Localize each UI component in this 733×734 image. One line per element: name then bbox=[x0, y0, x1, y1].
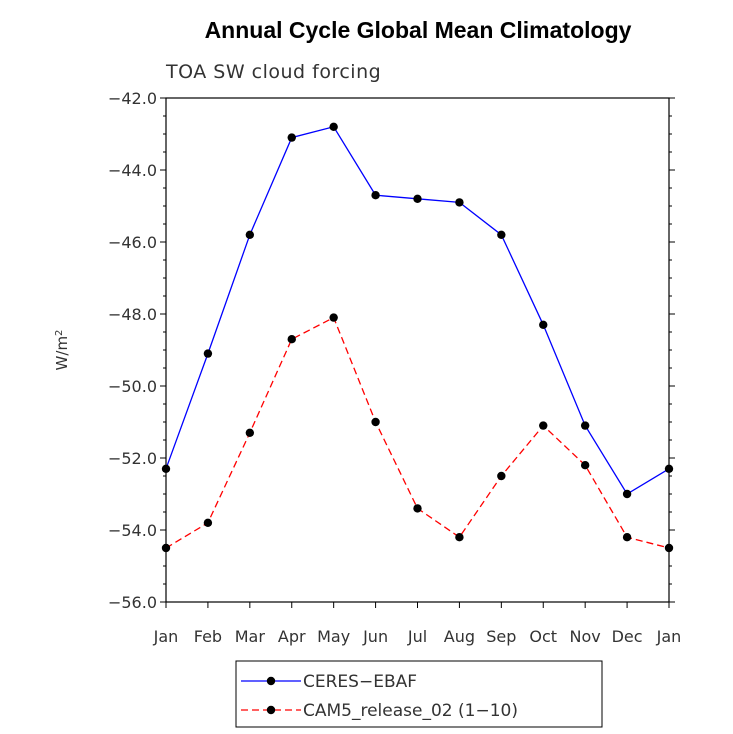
data-point bbox=[329, 313, 338, 322]
data-point bbox=[287, 335, 296, 344]
data-point bbox=[664, 464, 674, 473]
data-point bbox=[580, 421, 590, 430]
x-tick-label: Aug bbox=[444, 627, 475, 646]
y-tick-label: −56.0 bbox=[108, 593, 157, 612]
y-axis-label-sup: 2 bbox=[54, 330, 65, 336]
y-axis-label-base: W/m bbox=[53, 336, 71, 371]
legend-marker bbox=[266, 676, 276, 686]
x-tick-label: Jun bbox=[362, 627, 388, 646]
x-tick-label: Mar bbox=[235, 627, 266, 646]
x-tick-label: Oct bbox=[529, 627, 557, 646]
data-point bbox=[497, 471, 506, 481]
legend: CERES−EBAF CAM5_release_02 (1−10) bbox=[235, 660, 603, 728]
data-point bbox=[497, 230, 506, 239]
data-point bbox=[664, 543, 674, 553]
plot-frame bbox=[165, 97, 670, 603]
data-point bbox=[539, 320, 548, 329]
x-tick-label: May bbox=[317, 627, 350, 646]
data-point bbox=[539, 421, 548, 430]
data-point bbox=[371, 417, 380, 427]
series-line bbox=[165, 316, 670, 549]
y-tick-label: −52.0 bbox=[108, 449, 157, 468]
x-tick-label: Apr bbox=[278, 627, 306, 646]
legend-box bbox=[235, 660, 603, 728]
data-point bbox=[287, 133, 296, 142]
y-tick-label: −42.0 bbox=[108, 89, 157, 108]
x-tick-label: Feb bbox=[194, 627, 222, 646]
data-point bbox=[413, 194, 422, 203]
data-point bbox=[455, 533, 464, 542]
x-tick-label: Jan bbox=[656, 627, 682, 646]
x-tick-label: Jan bbox=[153, 627, 179, 646]
series-1 bbox=[161, 122, 674, 499]
legend-marker bbox=[266, 705, 276, 715]
x-tick-label: Nov bbox=[570, 627, 601, 646]
data-point bbox=[413, 504, 422, 513]
data-point bbox=[371, 191, 380, 200]
legend-label: CAM5_release_02 (1−10) bbox=[303, 701, 518, 721]
data-point bbox=[161, 464, 171, 473]
data-point bbox=[161, 543, 171, 553]
x-tick-label: Jul bbox=[407, 627, 427, 646]
series-layer bbox=[161, 122, 674, 553]
data-point bbox=[245, 230, 255, 239]
data-point bbox=[245, 428, 255, 437]
y-tick-label: −44.0 bbox=[108, 161, 157, 180]
x-tick-label: Dec bbox=[612, 627, 643, 646]
legend-label: CERES−EBAF bbox=[303, 672, 417, 692]
chart-title: Annual Cycle Global Mean Climatology bbox=[205, 17, 632, 43]
data-point bbox=[203, 518, 213, 527]
y-tick-label: −54.0 bbox=[108, 521, 157, 540]
data-point bbox=[203, 349, 213, 358]
axes: −42.0 −44.0 −46.0 −48.0 −50.0 −52.0 −54.0 −56.0… bbox=[108, 89, 681, 646]
data-point bbox=[329, 122, 338, 131]
series-2 bbox=[161, 313, 674, 553]
y-tick-label: −50.0 bbox=[108, 377, 157, 396]
series-line bbox=[165, 126, 670, 495]
y-axis-label: W/m2 bbox=[53, 330, 71, 371]
chart-subtitle: TOA SW cloud forcing bbox=[165, 61, 381, 83]
y-tick-label: −48.0 bbox=[108, 305, 157, 324]
x-tick-label: Sep bbox=[486, 627, 516, 646]
data-point bbox=[580, 461, 590, 470]
data-point bbox=[622, 533, 632, 542]
data-point bbox=[622, 489, 632, 499]
data-point bbox=[455, 198, 464, 207]
y-tick-label: −46.0 bbox=[108, 233, 157, 252]
